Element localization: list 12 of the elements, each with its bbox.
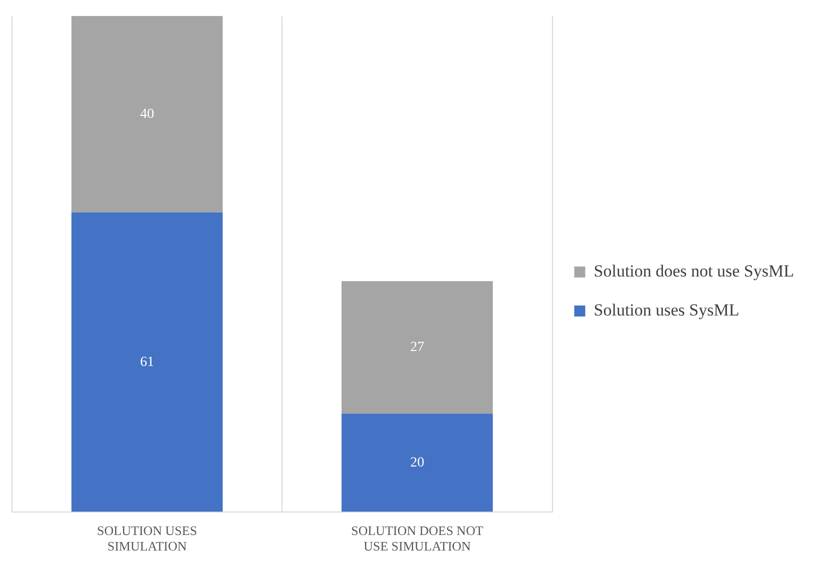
- data-label: 40: [140, 106, 154, 122]
- bar: [71, 212, 223, 512]
- x-tick-label: SOLUTION USES SIMULATION: [97, 523, 198, 554]
- data-label: 27: [410, 340, 424, 356]
- legend-label: Solution does not use SysML: [594, 261, 794, 280]
- bar: [342, 281, 493, 414]
- data-label: 20: [410, 455, 424, 470]
- data-label: 61: [140, 354, 154, 370]
- bar: [342, 414, 493, 512]
- legend-label: Solution uses SysML: [594, 300, 740, 320]
- x-tick-label: SOLUTION DOES NOT USE SIMULATION: [351, 523, 484, 554]
- bar: [71, 16, 223, 212]
